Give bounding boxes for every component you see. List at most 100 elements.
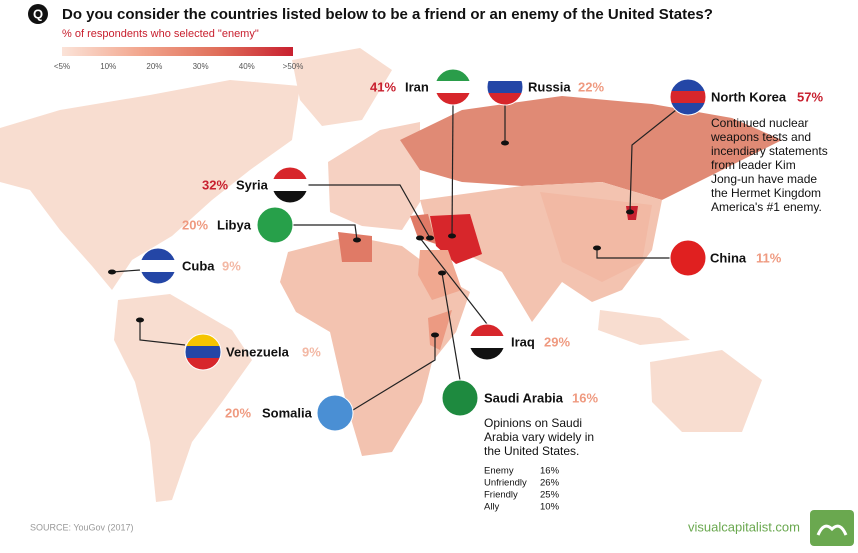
table-value: 16% [540,466,560,477]
enemy-percent: 9% [222,258,241,273]
note-line: Continued nuclear [711,116,808,130]
note-line: from leader Kim [711,158,796,172]
flag-stripe [435,93,471,105]
leader-line [293,224,358,241]
enemy-percent: 32% [202,177,228,192]
country-name: Iraq [511,334,535,349]
location-dot [416,235,424,241]
flag-outline [669,239,707,277]
flag-outline [468,323,506,361]
location-dot [626,209,634,215]
flag-outline [669,78,707,116]
note-line: Opinions on Saudi [484,416,582,430]
country-name: Libya [217,217,252,232]
flag-stripe [469,324,505,337]
location-dot [136,317,144,323]
flag-stripe [670,240,706,253]
legend-tick-label: 20% [146,62,162,71]
country-flag [271,166,309,204]
country-name: North Korea [711,89,787,104]
flag-stripe [670,103,706,115]
enemy-percent: 20% [182,217,208,232]
table-value: 10% [540,502,560,513]
enemy-percent: 29% [544,334,570,349]
note-line: incendiary statements [711,144,828,158]
leader-line [139,320,186,346]
country-flag [184,333,222,371]
land [280,236,470,456]
location-dot [426,235,434,241]
legend-bar [62,47,293,56]
enemy-percent: 22% [578,79,604,94]
country-name: Cuba [182,258,215,273]
country-flag [669,239,707,277]
leader-line [596,248,670,259]
flag-stripe [272,167,308,180]
country-flag [316,394,354,432]
brand-logo-mark [816,524,848,536]
flag-stripe [487,93,523,105]
flag-stripe [140,272,176,284]
flag-stripe [469,348,505,360]
land [400,96,782,200]
legend-tick-label: >50% [283,62,304,71]
country-name: Syria [236,177,269,192]
flag-stripe [469,336,505,349]
country-flag [434,68,472,106]
flag-stripe [257,219,293,232]
legend-tick-label: <5% [54,62,70,71]
country-flag [256,206,294,244]
flag-stripe [317,419,353,431]
country-name: Saudi Arabia [484,390,564,405]
table-value: 26% [540,478,560,489]
country-flag [468,323,506,361]
flag-stripe [317,395,353,408]
table-label: Unfriendly [484,478,527,489]
location-dot [108,269,116,275]
note-line: the Hermet Kingdom [711,186,821,200]
leader-line [629,109,677,213]
brand: visualcapitalist.com [688,519,800,534]
enemy-percent: 9% [302,344,321,359]
flag-stripe [272,191,308,203]
leader-line [451,104,454,237]
country-name: China [710,250,747,265]
location-dot [353,237,361,243]
country-name: Somalia [262,405,313,420]
flag-stripe [487,69,523,82]
country-name: Russia [528,79,571,94]
land [650,350,762,432]
flag-stripe [487,81,523,94]
table-label: Friendly [484,490,518,501]
country-flag [669,78,707,116]
enemy-percent: 57% [797,89,823,104]
flag-stripe [670,252,706,265]
legend-label: % of respondents who selected "enemy" [62,28,259,40]
leader-line [352,335,436,411]
country-flag [441,379,479,417]
leader-line [111,269,141,273]
leader-line [441,272,461,381]
leader-line [308,184,431,239]
location-dot [438,270,446,276]
q-letter: Q [33,6,43,21]
flag-stripe [185,346,221,359]
country-flag [139,247,177,285]
flag-stripe [670,79,706,92]
flag-stripe [442,380,478,393]
flag-stripe [442,392,478,405]
land [338,232,372,262]
flag-stripe [272,179,308,192]
flag-outline [256,206,294,244]
flag-stripe [435,69,471,82]
flag-stripe [435,81,471,94]
enemy-percent: 41% [370,79,396,94]
flag-stripe [670,264,706,276]
location-dot [501,140,509,146]
table-label: Ally [484,502,500,513]
table-label: Enemy [484,466,514,477]
land [328,122,420,230]
flag-outline [139,247,177,285]
land [114,294,252,502]
